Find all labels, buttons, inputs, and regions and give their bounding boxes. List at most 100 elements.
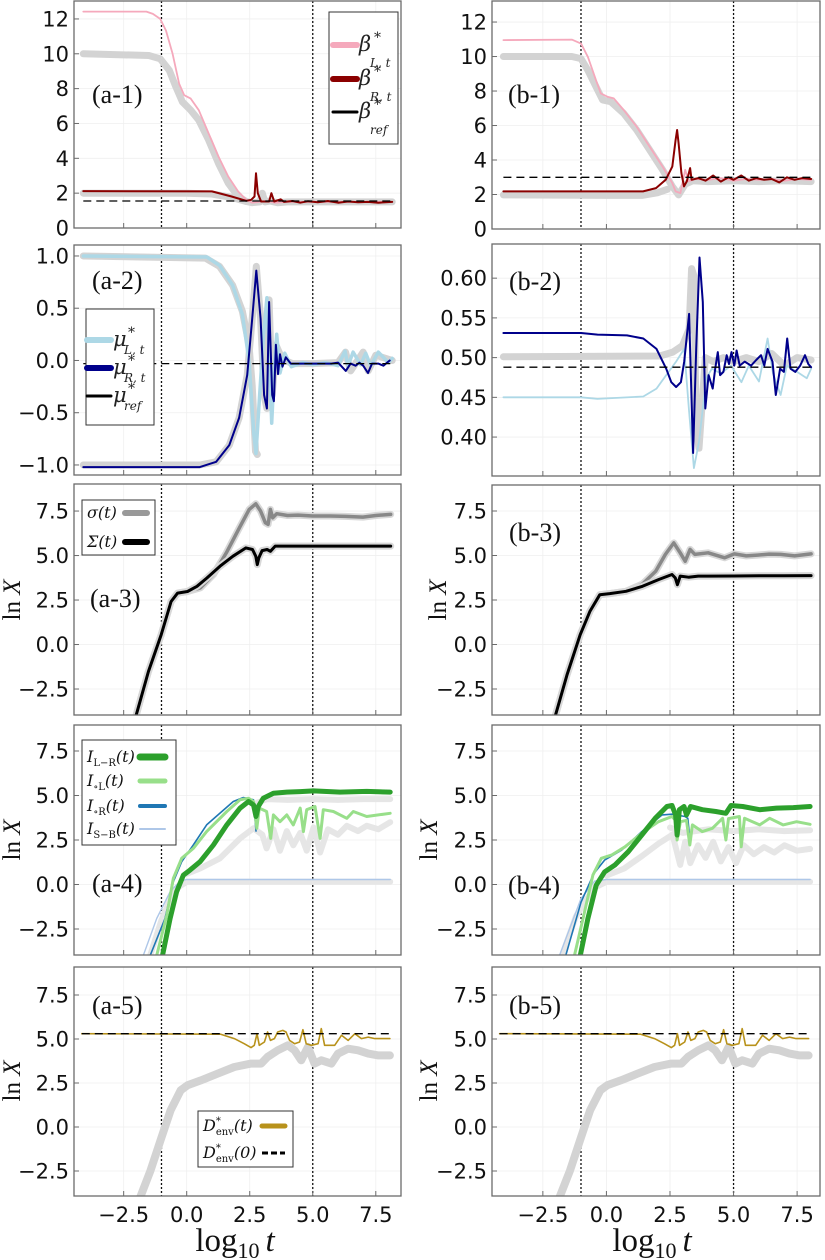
series-shadow-upper (499, 53, 815, 199)
x-tick-label: 5.0 (717, 1203, 750, 1227)
legend: σ(t) Σ(t) (81, 499, 156, 556)
y-tick-label: 2 (56, 182, 69, 206)
y-tick-label: −2.5 (436, 918, 487, 942)
y-tick-label: 1.0 (36, 244, 69, 268)
legend-label-sup: * (374, 30, 381, 46)
series-I-oL (155, 796, 392, 955)
legend-label-sup: * (128, 381, 135, 397)
gridlines (492, 725, 820, 955)
legend-label: D* env(0) (202, 1143, 257, 1165)
x-tick-label: 2.5 (233, 1203, 266, 1227)
y-tick-label: 5.0 (36, 544, 69, 568)
series-halo (132, 542, 395, 715)
legend-label-sub: ref (124, 399, 144, 413)
series-beta-R (502, 129, 813, 193)
legend-item: β * R, t (330, 64, 392, 104)
legend-label: I∘R(t) (86, 796, 125, 818)
plot-area (558, 725, 814, 955)
series-shadow-lower (499, 185, 671, 199)
y-tick-label: 2.5 (454, 589, 487, 613)
panel-label-a-1: (a-1) (92, 80, 143, 109)
tick-marks (492, 277, 798, 476)
panel-label-b-1: (b-1) (508, 80, 560, 109)
plot-area (81, 967, 394, 1196)
panel-label-a-5: (a-5) (92, 991, 143, 1020)
panel-a-3: −2.5 0.0 2.5 5.0 7.5 σ(t) Σ(t) (18, 483, 402, 716)
series-Sigma (134, 544, 393, 715)
y-tick-label: 2.5 (454, 829, 487, 853)
legend-label: μ (113, 355, 127, 379)
series-shadow-3 (254, 796, 394, 806)
panel-label-a-2: (a-2) (92, 266, 143, 295)
y-tick-label: 0.0 (36, 873, 69, 897)
y-tick-label: 0.60 (440, 267, 487, 291)
y-tick-label: 5.0 (454, 1027, 487, 1051)
y-tick-label: 0.0 (454, 1116, 487, 1140)
legend-label: D* env(t) (202, 1116, 253, 1138)
x-tick-label: 7.5 (359, 1203, 392, 1227)
series-halo (551, 539, 815, 715)
x-tick-label: −2.5 (517, 1203, 568, 1227)
tick-marks (492, 510, 798, 715)
legend-label: μ (113, 327, 127, 351)
series-mu-R (502, 256, 813, 454)
legend-item: D* env(t) (202, 1116, 288, 1138)
legend-box (197, 1110, 294, 1168)
y-tick-label: 7.5 (454, 983, 487, 1007)
axes-frame (73, 966, 402, 1197)
y-tick-label: 5.0 (36, 1027, 69, 1051)
axes-frame (73, 483, 402, 716)
legend-item: β * L, t (330, 30, 391, 70)
series-Sigma (553, 573, 813, 715)
panel-a-5: −2.5 0.0 2.5 5.0 7.5 −2.5 0.0 2.5 5.0 7.5 D* env(t)… (18, 966, 402, 1227)
x-tick-label: 0.0 (170, 1203, 203, 1227)
tick-marks (74, 255, 377, 475)
panel-label-a-4: (a-4) (92, 869, 143, 898)
y-tick-label: 0.0 (454, 873, 487, 897)
series-halo (551, 571, 815, 715)
plot-area (142, 725, 394, 955)
panel-label-b-3: (b-3) (509, 518, 561, 547)
panel-b-4: −2.5 0.0 2.5 5.0 7.5 (436, 724, 821, 956)
y-tick-label: 4 (474, 149, 487, 173)
legend-label: μ (113, 383, 127, 407)
series-shadow-1 (147, 878, 394, 955)
legend-label: Σ(t) (86, 532, 117, 551)
y-axis-label-a-5: ln X (0, 1059, 26, 1102)
y-axis-label-a-3: ln X (0, 578, 26, 621)
legend: IL−R(t)I∘L(t) I∘R(t)IS−B(t) (81, 739, 177, 846)
y-tick-label: 12 (42, 7, 69, 31)
panel-label-b-5: (b-5) (509, 991, 561, 1020)
y-tick-label: 7.5 (36, 739, 69, 763)
legend-label: IL−R(t) (86, 747, 135, 769)
y-tick-label: −2.5 (18, 918, 69, 942)
panel-label-a-3: (a-3) (90, 584, 141, 613)
y-tick-label: 12 (460, 11, 487, 35)
y-tick-label: 7.5 (36, 500, 69, 524)
panel-b-2: 0.40 0.45 0.50 0.55 0.60 (440, 243, 821, 477)
legend-label-sub: L, t (369, 56, 391, 70)
series-shadow-2 (603, 831, 814, 879)
panel-a-2: −1.0−0.50.00.51.0μ *L, tμ *R, tμ *ref (18, 244, 402, 477)
y-tick-label: 10 (42, 42, 69, 66)
y-tick-label: 7.5 (454, 739, 487, 763)
y-tick-label: −2.5 (436, 678, 487, 702)
legend-label: β (358, 66, 371, 90)
y-tick-label: −2.5 (436, 1160, 487, 1184)
y-tick-label: −0.5 (18, 401, 69, 425)
y-axis-label-a-4: ln X (0, 818, 26, 861)
legend-label: σ(t) (87, 503, 117, 522)
plot-area (499, 244, 815, 476)
legend-item: σ(t) (87, 503, 150, 522)
axes-frame (73, 0, 402, 229)
gridlines (74, 484, 401, 715)
plot-area (498, 967, 813, 1196)
y-tick-label: 0.0 (36, 1116, 69, 1140)
y-tick-label: 7.5 (454, 499, 487, 523)
series-I-oL (573, 815, 812, 955)
legend-item: IL−R(t) (86, 747, 169, 769)
x-axis-label-b: log10 t (612, 1223, 692, 1260)
series-beta-R (82, 172, 394, 204)
